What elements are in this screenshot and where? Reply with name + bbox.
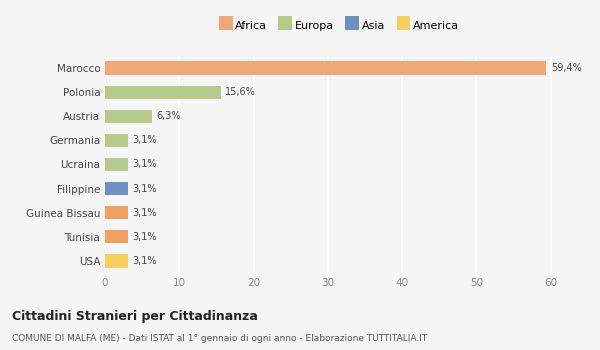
Bar bbox=[105, 230, 128, 244]
Text: 3,1%: 3,1% bbox=[133, 256, 157, 266]
Text: 59,4%: 59,4% bbox=[551, 63, 581, 73]
Text: 15,6%: 15,6% bbox=[226, 87, 256, 97]
Bar bbox=[105, 134, 128, 147]
Bar bbox=[105, 85, 221, 99]
Text: 3,1%: 3,1% bbox=[133, 135, 157, 145]
Bar bbox=[105, 62, 546, 75]
Text: 6,3%: 6,3% bbox=[156, 111, 181, 121]
Text: COMUNE DI MALFA (ME) - Dati ISTAT al 1° gennaio di ogni anno - Elaborazione TUTT: COMUNE DI MALFA (ME) - Dati ISTAT al 1° … bbox=[12, 334, 427, 343]
Bar bbox=[105, 206, 128, 219]
Text: 3,1%: 3,1% bbox=[133, 232, 157, 242]
Bar bbox=[105, 182, 128, 195]
Bar bbox=[105, 254, 128, 267]
Text: Cittadini Stranieri per Cittadinanza: Cittadini Stranieri per Cittadinanza bbox=[12, 310, 258, 323]
Text: 3,1%: 3,1% bbox=[133, 160, 157, 169]
Text: 3,1%: 3,1% bbox=[133, 208, 157, 218]
Bar bbox=[105, 158, 128, 171]
Text: 3,1%: 3,1% bbox=[133, 184, 157, 194]
Bar bbox=[105, 110, 152, 123]
Legend: Africa, Europa, Asia, America: Africa, Europa, Asia, America bbox=[217, 18, 461, 33]
